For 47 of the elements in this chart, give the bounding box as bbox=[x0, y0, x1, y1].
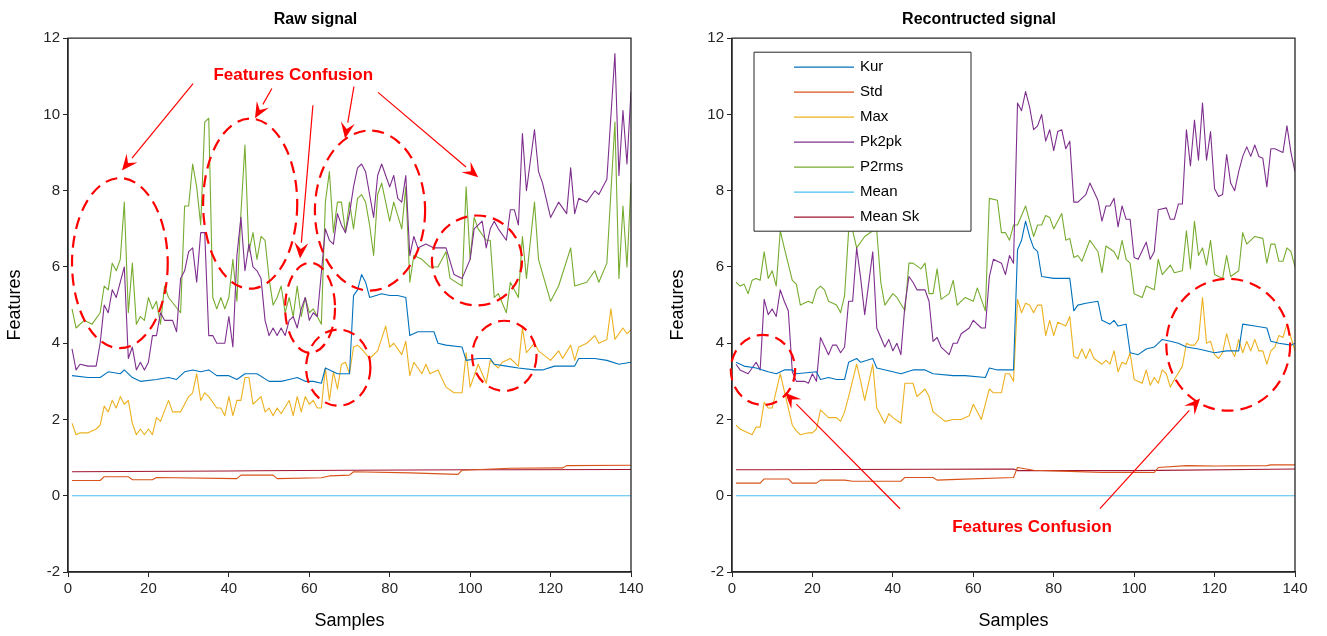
y-axis-title: Features bbox=[3, 269, 24, 341]
y-tick-label: 10 bbox=[707, 104, 724, 122]
y-tick-label: 0 bbox=[51, 485, 60, 503]
x-tick-label: 0 bbox=[727, 579, 737, 597]
y-tick-label: 10 bbox=[43, 104, 60, 122]
x-tick-label: 20 bbox=[804, 579, 821, 597]
annotation: Features Confusion bbox=[213, 65, 374, 85]
legend-label: P2rms bbox=[860, 157, 904, 175]
y-tick-label: 6 bbox=[51, 257, 60, 275]
x-tick-label: 60 bbox=[964, 579, 982, 597]
legend-label: Mean bbox=[860, 182, 898, 200]
chart-title: Recontructed signal bbox=[902, 10, 1056, 28]
x-tick-label: 100 bbox=[457, 579, 483, 597]
x-tick-label: 60 bbox=[300, 579, 318, 597]
y-tick-label: 0 bbox=[715, 485, 724, 503]
legend-label: Max bbox=[860, 107, 889, 125]
x-axis-title: Samples bbox=[978, 610, 1049, 631]
legend-label: Kur bbox=[860, 57, 884, 75]
x-tick-label: 40 bbox=[220, 579, 238, 597]
y-tick-label: 4 bbox=[715, 333, 724, 351]
x-tick-label: 40 bbox=[884, 579, 902, 597]
x-tick-label: 0 bbox=[63, 579, 73, 597]
x-tick-label: 140 bbox=[618, 579, 644, 597]
y-tick-label: 12 bbox=[43, 28, 60, 46]
x-tick-label: 80 bbox=[381, 579, 399, 597]
x-tick-label: 100 bbox=[1121, 579, 1147, 597]
x-axis-title: Samples bbox=[314, 610, 385, 631]
y-tick-label: 8 bbox=[715, 180, 724, 198]
x-tick-label: 20 bbox=[140, 579, 157, 597]
y-tick-label: 2 bbox=[715, 409, 724, 427]
x-tick-label: 80 bbox=[1045, 579, 1063, 597]
y-tick-label: 8 bbox=[51, 180, 60, 198]
legend-label: Mean Sk bbox=[860, 207, 920, 225]
y-tick-label: 4 bbox=[51, 333, 60, 351]
y-axis-title: Features bbox=[666, 269, 687, 341]
legend-label: Pk2pk bbox=[860, 132, 903, 150]
legend-label: Std bbox=[860, 82, 883, 100]
y-tick-label: -2 bbox=[710, 562, 724, 580]
y-tick-label: -2 bbox=[46, 562, 60, 580]
x-tick-label: 120 bbox=[538, 579, 564, 597]
chart-title: Raw signal bbox=[273, 10, 358, 28]
x-tick-label: 120 bbox=[1202, 579, 1228, 597]
x-tick-label: 140 bbox=[1282, 579, 1308, 597]
y-tick-label: 2 bbox=[51, 409, 60, 427]
y-tick-label: 12 bbox=[707, 28, 724, 46]
y-tick-label: 6 bbox=[715, 257, 724, 275]
annotation: Features Confusion bbox=[952, 517, 1112, 537]
